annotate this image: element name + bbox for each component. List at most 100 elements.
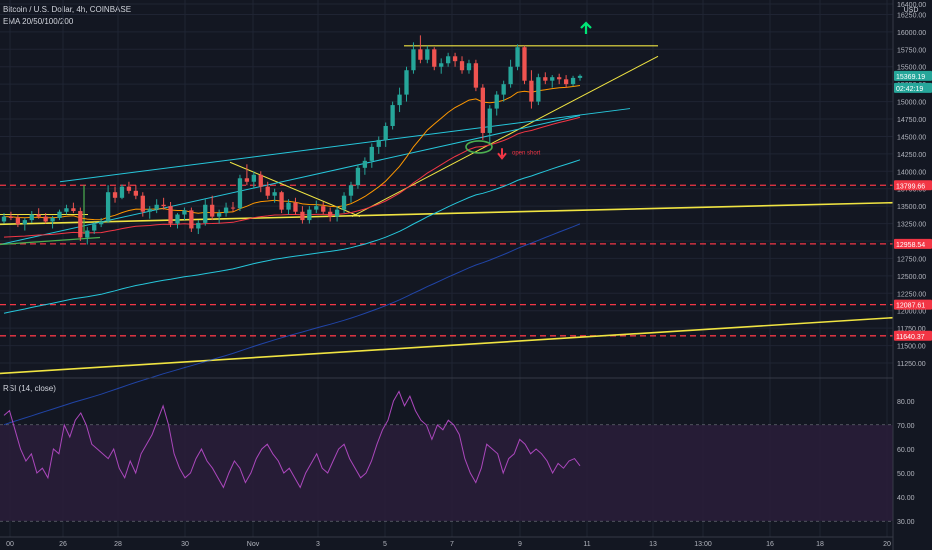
- price-label-badge: [894, 238, 932, 249]
- candle-body: [501, 84, 506, 95]
- price-tick-label: 11500.00: [897, 344, 926, 351]
- price-tick-label: 16000.00: [897, 30, 926, 37]
- price-tick-label: 12750.00: [897, 256, 926, 263]
- candle-body: [15, 218, 21, 225]
- candle-body: [522, 47, 527, 81]
- candle-body: [334, 209, 340, 217]
- candle-body: [119, 186, 125, 198]
- price-label-badge: [894, 180, 932, 191]
- candle-body: [237, 178, 243, 209]
- candle-body: [272, 192, 277, 196]
- candle-body: [515, 47, 520, 67]
- candle-body: [508, 66, 513, 85]
- candle-body: [154, 204, 159, 209]
- candle-body: [92, 224, 97, 231]
- candle-body: [223, 207, 229, 214]
- rsi-line: [3, 390, 581, 489]
- price-tick-label: 15000.00: [897, 100, 926, 107]
- candle-body: [71, 208, 76, 212]
- candle-body: [57, 211, 62, 219]
- candle-body: [557, 77, 562, 80]
- falling-trendline: [229, 161, 361, 218]
- candle-body: [307, 209, 312, 221]
- candles: [1, 35, 583, 245]
- candle-body: [133, 190, 139, 196]
- price-tick-label: 14750.00: [897, 117, 926, 124]
- price-tick-label: 11750.00: [897, 326, 926, 333]
- time-tick-label: 9: [518, 541, 522, 548]
- candle-body: [376, 139, 381, 147]
- candle-body: [369, 146, 374, 161]
- time-tick-label: 16: [766, 541, 774, 548]
- rsi-tick-label: 60.00: [897, 447, 915, 454]
- candle-body: [189, 210, 194, 229]
- candle-body: [445, 56, 451, 64]
- price-tick-label: 12000.00: [897, 309, 926, 316]
- time-tick-label: 26: [59, 541, 67, 548]
- candle-body: [300, 211, 305, 221]
- channel-bottom: [0, 115, 581, 245]
- price-labels: 15369.19 02:42:19 13799.66 12958.54 12087.61…: [894, 70, 932, 341]
- candle-body: [383, 125, 388, 140]
- candle-body: [8, 216, 14, 219]
- time-tick-label: 3: [316, 541, 320, 548]
- price-tick-label: 16250.00: [897, 12, 926, 19]
- candle-body: [362, 160, 368, 168]
- price-tick-label: 13500.00: [897, 204, 926, 211]
- rsi-tick-label: 30.00: [897, 519, 915, 526]
- time-tick-label: 11: [583, 541, 590, 548]
- candle-body: [64, 208, 69, 212]
- candle-body: [452, 56, 458, 62]
- candle-body: [397, 94, 402, 106]
- time-tick-label: 18: [816, 541, 824, 548]
- ema-100-line: [3, 159, 581, 314]
- price-label-text: 12958.54: [896, 242, 925, 249]
- price-label-badge: [894, 82, 932, 93]
- time-tick-label: 5: [383, 541, 387, 548]
- candle-body: [258, 174, 263, 187]
- rsi-tick-label: 70.00: [897, 423, 915, 430]
- candle-body: [466, 63, 472, 71]
- candle-body: [43, 216, 48, 222]
- price-label-badge: [894, 299, 932, 310]
- price-label-text: 02:42:19: [896, 86, 923, 93]
- candle-body: [480, 87, 485, 133]
- candle-body: [570, 77, 576, 85]
- time-tick-label: 13: [649, 541, 657, 548]
- rsi-series: [3, 390, 581, 489]
- candle-body: [22, 220, 27, 225]
- price-tick-label: 15500.00: [897, 65, 926, 72]
- candle-body: [147, 208, 152, 212]
- mid-trendline: [0, 201, 894, 226]
- candle-body: [550, 77, 555, 81]
- time-tick-label: 20: [883, 541, 891, 548]
- open-short-label: open short: [512, 150, 541, 156]
- long-trendline: [0, 316, 894, 375]
- rsi-tick-label: 40.00: [897, 495, 915, 502]
- price-label-text: 11640.37: [896, 334, 925, 341]
- time-tick-label: Nov: [247, 541, 260, 548]
- ema-50-line: [3, 116, 581, 238]
- down-arrow-icon: [497, 148, 507, 160]
- price-label-text: 15369.19: [896, 74, 925, 81]
- ema-20-line: [3, 85, 581, 221]
- price-tick-label: 13250.00: [897, 222, 926, 229]
- price-tick-label: 11250.00: [897, 361, 926, 368]
- rsi-indicator-label[interactable]: RSI (14, close): [3, 384, 56, 393]
- candle-body: [390, 105, 395, 126]
- ema-indicator-label[interactable]: EMA 20/50/100/200: [3, 17, 74, 26]
- candle-body: [563, 79, 569, 85]
- candle-body: [105, 192, 111, 222]
- price-tick-label: 12500.00: [897, 274, 926, 281]
- candle-body: [126, 186, 132, 191]
- price-tick-label: 12250.00: [897, 291, 926, 298]
- candle-body: [348, 185, 354, 196]
- candle-body: [244, 178, 250, 182]
- up-arrow-icon: [580, 21, 592, 34]
- candle-body: [286, 202, 291, 210]
- chart-title: Bitcoin / U.S. Dollar, 4h, COINBASE: [3, 5, 132, 14]
- candle-body: [161, 204, 166, 207]
- candle-body: [36, 214, 41, 217]
- green-trendline: [0, 236, 101, 246]
